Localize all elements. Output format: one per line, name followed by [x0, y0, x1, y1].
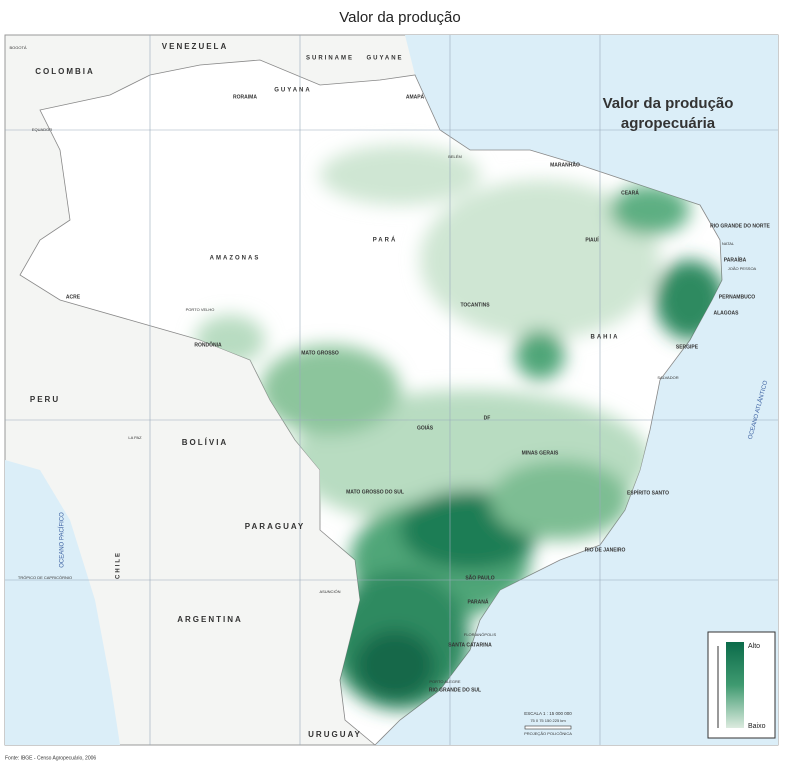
- map-label: URUGUAY: [308, 730, 362, 739]
- scale-ticks: 75 0 75 150 225 km: [530, 718, 566, 723]
- map-label: DF: [484, 415, 491, 421]
- legend: Alto Baixo: [707, 631, 776, 739]
- scale-text: ESCALA 1 : 15 000 000: [524, 711, 572, 716]
- map-label: BAHIA: [591, 335, 620, 341]
- map-label: AMAPÁ: [406, 93, 425, 100]
- map-label: MATO GROSSO DO SUL: [346, 489, 404, 495]
- map-label: RIO DE JANEIRO: [585, 547, 626, 553]
- map-label: SALVADOR: [657, 375, 678, 380]
- map-label: RORAIMA: [233, 94, 257, 100]
- map-label: PARAGUAY: [245, 522, 305, 531]
- map-label: PERNAMBUCO: [719, 294, 756, 300]
- map-label: NATAL: [722, 241, 735, 246]
- map-label: FLORIANÓPOLIS: [464, 632, 497, 637]
- map-label: BOLÍVIA: [182, 438, 228, 447]
- scale-bar-rect: [524, 725, 572, 730]
- map-label: GUYANE: [366, 56, 403, 62]
- legend-low: Baixo: [748, 723, 766, 730]
- map-label: PARAÍBA: [724, 255, 747, 263]
- labels: COLOMBIA VENEZUELA SURINAME GUYANE GUYANA ROR…: [9, 42, 770, 739]
- ocean: [375, 35, 778, 745]
- map-label: OCEANO PACÍFICO: [59, 512, 66, 568]
- production-density: [195, 145, 722, 710]
- map-label: MINAS GERAIS: [522, 450, 559, 456]
- map-title-line: agropecuária: [621, 115, 716, 132]
- map-label: ARGENTINA: [177, 615, 243, 624]
- map-label: BOGOTÁ: [9, 45, 26, 50]
- map-label: CEARÁ: [621, 189, 639, 196]
- map-label: CHILE: [116, 551, 122, 579]
- map-label: ACRE: [66, 294, 81, 300]
- map-label: ASUNCIÓN: [319, 589, 340, 594]
- map-label: SURINAME: [306, 56, 354, 62]
- map-label: MATO GROSSO: [301, 350, 339, 356]
- legend-high: Alto: [748, 643, 760, 650]
- legend-ramp: [726, 642, 744, 728]
- map-label: SANTA CATARINA: [448, 642, 492, 648]
- pacific-ocean: [5, 460, 120, 745]
- map-label: TOCANTINS: [460, 302, 490, 308]
- map-label: COLOMBIA: [35, 67, 95, 76]
- map-title-line: Valor da produção: [603, 95, 734, 112]
- source: Fonte: IBGE - Censo Agropecuário, 2006: [5, 755, 96, 761]
- map-label: GOIÁS: [417, 424, 434, 431]
- map-label: PERU: [30, 395, 60, 404]
- projection: PROJEÇÃO POLICÔNICA: [524, 731, 572, 736]
- map-label: SERGIPE: [676, 344, 699, 350]
- map-label: MARANHÃO: [550, 161, 580, 168]
- map-label: PORTO ALEGRE: [429, 679, 461, 684]
- map-label: SÃO PAULO: [465, 574, 494, 581]
- map-label: PIAUÍ: [585, 235, 599, 243]
- map-label: GUYANA: [274, 88, 311, 94]
- map-label: ESPÍRITO SANTO: [627, 488, 669, 496]
- map-label: BELÉM: [448, 154, 462, 159]
- map-label: PORTO VELHO: [186, 307, 215, 312]
- map-label: VENEZUELA: [162, 42, 228, 51]
- map-label: AMAZONAS: [210, 256, 261, 262]
- map-label: PARANÁ: [467, 598, 488, 605]
- map-label: TRÓPICO DE CAPRICÓRNIO: [18, 575, 72, 580]
- map-title: Valor da produção agropecuária: [603, 95, 734, 132]
- grid-lines: [5, 35, 778, 745]
- map-label: LA PAZ: [128, 435, 142, 440]
- map-label: ALAGOAS: [714, 310, 740, 316]
- map-label: JOÃO PESSOA: [728, 266, 757, 271]
- map-label: PARÁ: [373, 237, 398, 244]
- map-label: RIO GRANDE DO NORTE: [710, 223, 770, 229]
- scale-bar: ESCALA 1 : 15 000 000 75 0 75 150 225 km…: [524, 711, 572, 736]
- page-title: Valor da produção: [339, 9, 460, 26]
- map-label: RIO GRANDE DO SUL: [429, 687, 481, 693]
- map-label: EQUADOR: [32, 127, 52, 132]
- map-label: RONDÔNIA: [194, 340, 222, 348]
